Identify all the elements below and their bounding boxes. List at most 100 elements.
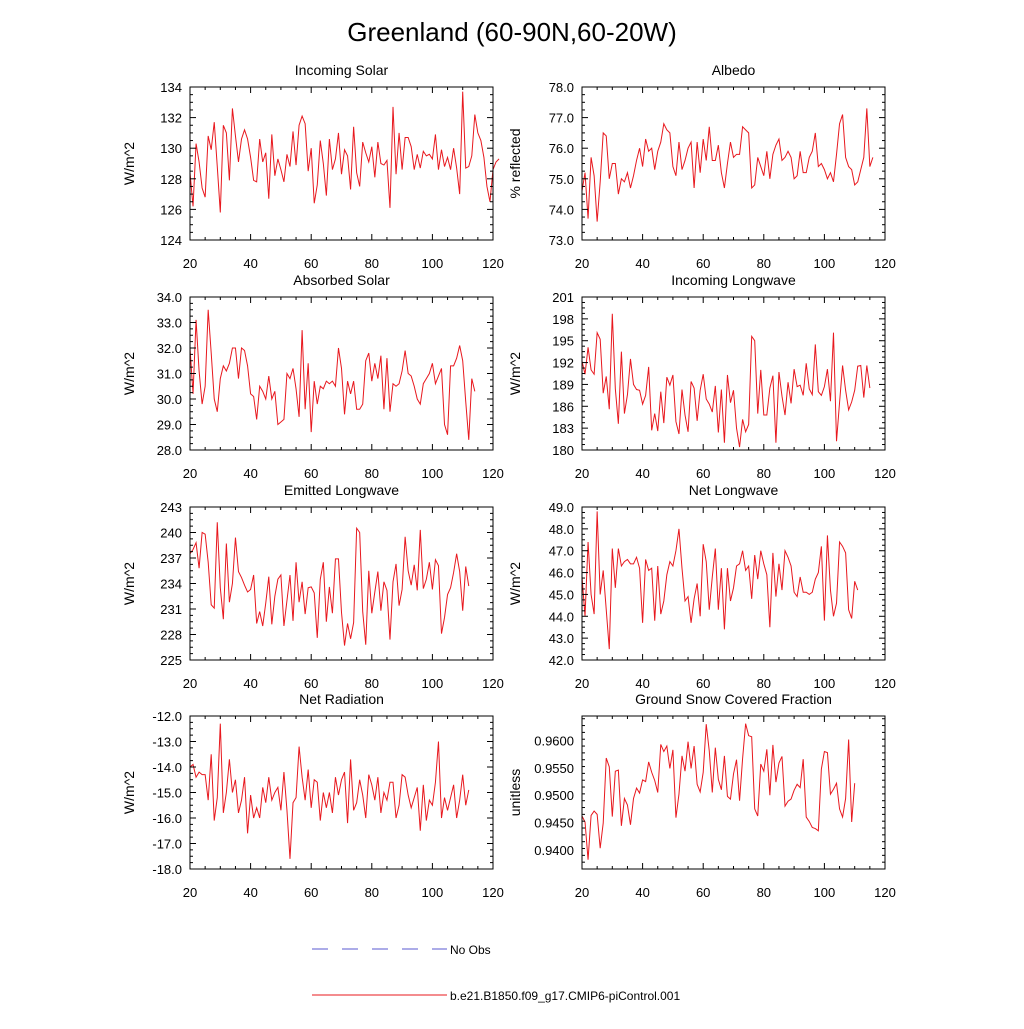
x-tick-label-albedo: 120 bbox=[874, 256, 896, 271]
x-tick-label-absorbed-solar: 20 bbox=[183, 466, 197, 481]
panel-net-longwave: 20 40 60 80 100 120 42.0 43.0 44.0 45.0 46.0 47.0 48… bbox=[507, 482, 896, 691]
x-tick-label-net-radiation: 120 bbox=[482, 885, 504, 900]
legend-model-label: b.e21.B1850.f09_g17.CMIP6-piControl.001 bbox=[450, 989, 680, 1003]
x-tick-label-albedo: 60 bbox=[696, 256, 710, 271]
y-tick-label-incoming-longwave: 198 bbox=[552, 312, 574, 327]
x-tick-label-albedo: 40 bbox=[635, 256, 649, 271]
y-tick-label-absorbed-solar: 32.0 bbox=[157, 341, 182, 356]
plot-frame-ground-snow-covered-fraction bbox=[581, 715, 886, 870]
x-tick-label-incoming-longwave: 60 bbox=[696, 466, 710, 481]
y-tick-label-albedo: 75.0 bbox=[549, 172, 574, 187]
panel-title-absorbed-solar: Absorbed Solar bbox=[293, 272, 390, 288]
y-tick-label-incoming-longwave: 183 bbox=[552, 421, 574, 436]
y-tick-label-net-radiation: -13.0 bbox=[152, 735, 182, 750]
y-tick-label-net-longwave: 49.0 bbox=[549, 500, 574, 515]
x-tick-label-net-radiation: 20 bbox=[183, 885, 197, 900]
y-axis-label-albedo: % reflected bbox=[507, 128, 523, 198]
panels: 20 40 60 80 100 120 124 126 128 130 132 134 Incoming… bbox=[121, 62, 896, 900]
y-tick-label-incoming-solar: 126 bbox=[160, 202, 182, 217]
y-tick-label-net-radiation: -18.0 bbox=[152, 862, 182, 877]
x-tick-label-incoming-longwave: 20 bbox=[575, 466, 589, 481]
y-tick-label-net-longwave: 46.0 bbox=[549, 566, 574, 581]
x-tick-label-emitted-longwave: 80 bbox=[365, 676, 379, 691]
y-tick-label-net-longwave: 47.0 bbox=[549, 544, 574, 559]
x-tick-label-albedo: 80 bbox=[757, 256, 771, 271]
y-tick-label-net-longwave: 42.0 bbox=[549, 653, 574, 668]
panel-absorbed-solar: 20 40 60 80 100 120 28.0 29.0 30.0 31.0 32.0 33.0 34… bbox=[121, 272, 504, 481]
x-tick-label-incoming-solar: 100 bbox=[422, 256, 444, 271]
y-tick-label-absorbed-solar: 28.0 bbox=[157, 443, 182, 458]
x-tick-label-albedo: 100 bbox=[814, 256, 836, 271]
x-tick-label-incoming-solar: 60 bbox=[304, 256, 318, 271]
x-tick-label-absorbed-solar: 120 bbox=[482, 466, 504, 481]
panel-title-albedo: Albedo bbox=[712, 62, 756, 78]
y-tick-label-ground-snow-covered-fraction: 0.9400 bbox=[534, 843, 574, 858]
panel-title-incoming-longwave: Incoming Longwave bbox=[671, 272, 796, 288]
x-tick-label-incoming-solar: 20 bbox=[183, 256, 197, 271]
x-tick-label-net-radiation: 60 bbox=[304, 885, 318, 900]
y-tick-label-incoming-longwave: 195 bbox=[552, 334, 574, 349]
y-tick-label-absorbed-solar: 29.0 bbox=[157, 418, 182, 433]
x-tick-label-incoming-solar: 80 bbox=[365, 256, 379, 271]
x-tick-label-ground-snow-covered-fraction: 20 bbox=[575, 885, 589, 900]
x-tick-label-ground-snow-covered-fraction: 40 bbox=[635, 885, 649, 900]
y-tick-label-incoming-solar: 128 bbox=[160, 172, 182, 187]
y-tick-label-ground-snow-covered-fraction: 0.9450 bbox=[534, 816, 574, 831]
series-line-net-radiation bbox=[189, 723, 470, 859]
y-tick-label-absorbed-solar: 30.0 bbox=[157, 392, 182, 407]
panel-title-incoming-solar: Incoming Solar bbox=[295, 62, 389, 78]
x-tick-label-net-longwave: 100 bbox=[814, 676, 836, 691]
y-tick-label-net-radiation: -14.0 bbox=[152, 760, 182, 775]
y-tick-label-ground-snow-covered-fraction: 0.9500 bbox=[534, 788, 574, 803]
plot-frame-net-longwave bbox=[581, 506, 886, 661]
x-tick-label-albedo: 20 bbox=[575, 256, 589, 271]
y-tick-label-absorbed-solar: 33.0 bbox=[157, 316, 182, 331]
panel-net-radiation: 20 40 60 80 100 120 -18.0 -17.0 -16.0 -15.0 -14.0 -… bbox=[121, 691, 504, 900]
series-line-incoming-solar bbox=[189, 91, 500, 213]
y-tick-label-incoming-solar: 130 bbox=[160, 141, 182, 156]
x-tick-label-emitted-longwave: 20 bbox=[183, 676, 197, 691]
x-tick-label-net-longwave: 40 bbox=[635, 676, 649, 691]
x-tick-label-net-longwave: 60 bbox=[696, 676, 710, 691]
x-tick-label-net-longwave: 120 bbox=[874, 676, 896, 691]
x-tick-label-emitted-longwave: 100 bbox=[422, 676, 444, 691]
y-tick-label-emitted-longwave: 240 bbox=[160, 526, 182, 541]
y-tick-label-emitted-longwave: 243 bbox=[160, 500, 182, 515]
panel-title-emitted-longwave: Emitted Longwave bbox=[284, 482, 399, 498]
panel-incoming-solar: 20 40 60 80 100 120 124 126 128 130 132 134 Incoming… bbox=[121, 62, 504, 271]
x-tick-label-ground-snow-covered-fraction: 120 bbox=[874, 885, 896, 900]
x-tick-label-net-radiation: 80 bbox=[365, 885, 379, 900]
series-line-albedo bbox=[581, 108, 874, 222]
panel-incoming-longwave: 20 40 60 80 100 120 180 183 186 189 192 195 198 201 In… bbox=[507, 272, 896, 481]
x-tick-label-absorbed-solar: 100 bbox=[422, 466, 444, 481]
x-tick-label-incoming-solar: 40 bbox=[243, 256, 257, 271]
y-tick-label-albedo: 73.0 bbox=[549, 233, 574, 248]
y-tick-label-albedo: 78.0 bbox=[549, 80, 574, 95]
y-axis-label-incoming-longwave: W/m^2 bbox=[507, 352, 523, 395]
x-tick-label-net-longwave: 80 bbox=[757, 676, 771, 691]
figure-title: Greenland (60-90N,60-20W) bbox=[347, 17, 677, 47]
y-axis-label-net-radiation: W/m^2 bbox=[121, 771, 137, 814]
panel-albedo: 20 40 60 80 100 120 73.0 74.0 75.0 76.0 77.0 78.0 Al… bbox=[507, 62, 896, 271]
y-axis-label-net-longwave: W/m^2 bbox=[507, 562, 523, 605]
series-line-ground-snow-covered-fraction bbox=[581, 723, 856, 860]
series-line-absorbed-solar bbox=[189, 309, 476, 440]
y-tick-label-emitted-longwave: 237 bbox=[160, 551, 182, 566]
y-tick-label-emitted-longwave: 225 bbox=[160, 653, 182, 668]
plot-frame-albedo bbox=[581, 86, 886, 241]
x-tick-label-incoming-solar: 120 bbox=[482, 256, 504, 271]
x-tick-label-ground-snow-covered-fraction: 60 bbox=[696, 885, 710, 900]
x-tick-label-emitted-longwave: 60 bbox=[304, 676, 318, 691]
y-tick-label-albedo: 77.0 bbox=[549, 111, 574, 126]
y-tick-label-incoming-solar: 124 bbox=[160, 233, 182, 248]
plot-frame-net-radiation bbox=[189, 715, 494, 870]
y-axis-label-absorbed-solar: W/m^2 bbox=[121, 352, 137, 395]
panel-title-net-longwave: Net Longwave bbox=[689, 482, 779, 498]
series-line-emitted-longwave bbox=[189, 522, 470, 646]
y-tick-label-incoming-solar: 134 bbox=[160, 80, 182, 95]
y-axis-label-emitted-longwave: W/m^2 bbox=[121, 562, 137, 605]
x-tick-label-net-longwave: 20 bbox=[575, 676, 589, 691]
y-axis-label-ground-snow-covered-fraction: unitless bbox=[507, 769, 523, 816]
y-tick-label-emitted-longwave: 231 bbox=[160, 602, 182, 617]
y-tick-label-net-radiation: -17.0 bbox=[152, 837, 182, 852]
